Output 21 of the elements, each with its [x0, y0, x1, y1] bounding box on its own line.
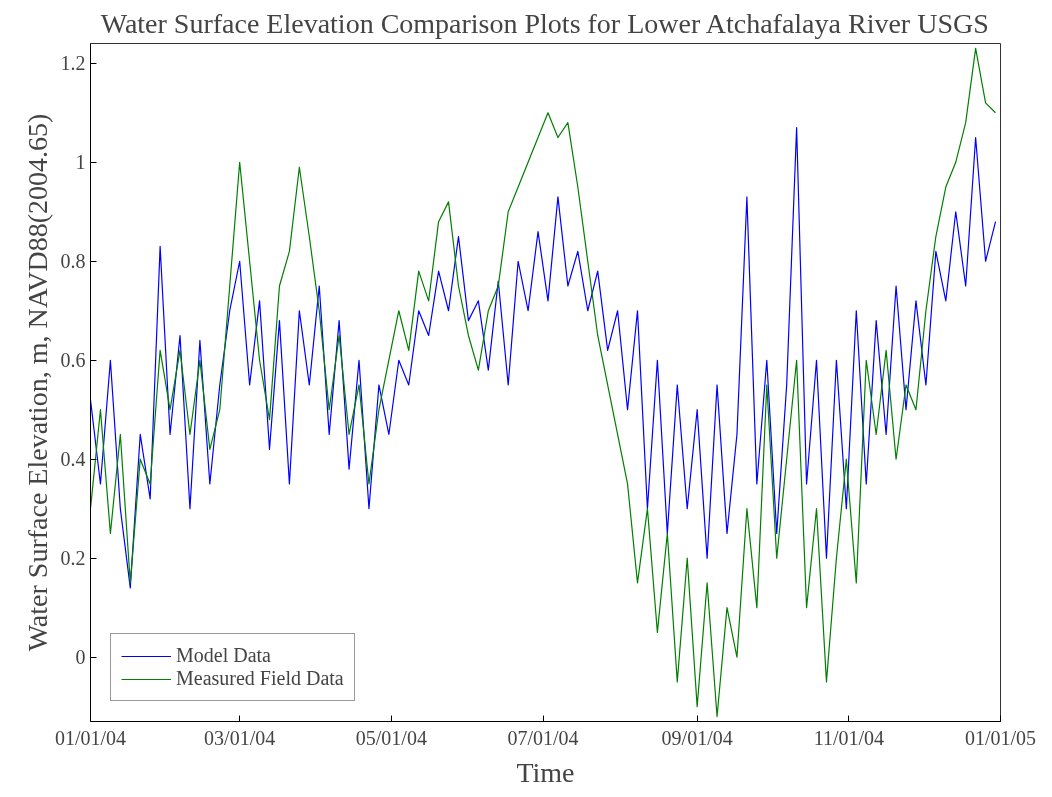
- x-tick-label: 05/01/04: [355, 726, 427, 749]
- legend-label: Measured Field Data: [176, 667, 344, 690]
- chart-title: Water Surface Elevation Comparison Plots for Lower Atchafalaya River USGS: [100, 7, 989, 39]
- y-tick-label: 0.4: [60, 448, 86, 471]
- x-tick-label: 11/01/04: [813, 726, 885, 749]
- y-tick-label: 1: [75, 151, 86, 174]
- x-tick-label: 01/01/04: [54, 726, 127, 749]
- line-series: [90, 127, 997, 589]
- y-tick-label: 1.2: [60, 52, 86, 75]
- y-tick-label: 0.6: [60, 349, 86, 372]
- x-tick-label: 09/01/04: [661, 726, 733, 749]
- y-tick-label: 0.2: [60, 547, 86, 570]
- x-tick-label: 07/01/04: [507, 726, 579, 749]
- x-tick-label: 01/01/05: [964, 726, 1037, 749]
- y-axis-title: Water Surface Elevation, m, NAVD88(2004.65): [21, 113, 53, 652]
- legend-label: Model Data: [176, 644, 271, 667]
- x-tick-label: 03/01/04: [204, 726, 276, 749]
- x-axis-title: Time: [516, 756, 575, 788]
- line-series: [90, 47, 997, 718]
- y-tick-label: 0: [75, 646, 86, 669]
- y-tick-label: 0.8: [60, 250, 86, 273]
